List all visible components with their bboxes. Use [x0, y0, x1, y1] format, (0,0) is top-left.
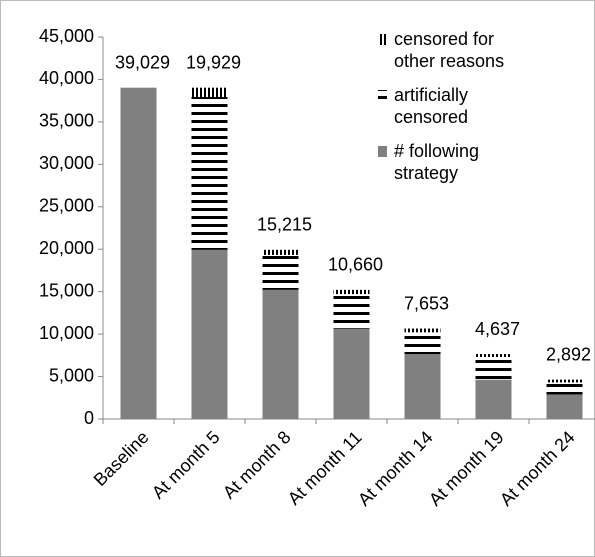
bar-segment	[262, 289, 299, 419]
legend-swatch	[378, 90, 387, 101]
y-tick-label: 15,000	[39, 280, 94, 300]
legend-entry: censored for other reasons	[394, 29, 505, 71]
y-tick-label: 5,000	[49, 365, 94, 385]
bar-segment	[191, 249, 228, 419]
legend-label: censored for other reasons	[394, 29, 505, 71]
y-tick-label: 10,000	[39, 323, 94, 343]
bar-segment	[262, 249, 299, 255]
value-label: 10,660	[328, 255, 383, 275]
value-label: 19,929	[186, 52, 241, 72]
bar-segment	[404, 332, 441, 355]
y-tick-label: 35,000	[39, 111, 94, 131]
y-tick-label: 25,000	[39, 196, 94, 216]
bar-segment	[191, 97, 228, 250]
value-label: 39,029	[115, 52, 170, 72]
y-tick-label: 20,000	[39, 238, 94, 258]
bar-segment	[475, 357, 512, 380]
bar-segment	[546, 382, 583, 395]
bar-segment	[333, 289, 370, 295]
y-tick-label: 0	[84, 408, 94, 428]
bar-segment	[404, 328, 441, 333]
bar-segment	[546, 379, 583, 383]
y-tick-label: 30,000	[39, 153, 94, 173]
legend-label: # following strategy	[394, 141, 480, 183]
bar-segment	[120, 87, 157, 419]
y-tick-label: 40,000	[39, 68, 94, 88]
bar-segment	[475, 354, 512, 358]
value-label: 2,892	[546, 344, 591, 364]
y-tick-label: 45,000	[39, 26, 94, 46]
legend-entry: artificially censored	[394, 85, 469, 127]
bar-segment	[333, 294, 370, 329]
value-label: 4,637	[475, 319, 520, 339]
legend-label: artificially censored	[394, 85, 469, 127]
legend-entry: # following strategy	[394, 141, 480, 183]
legend-swatch	[378, 146, 387, 157]
value-label: 15,215	[257, 215, 312, 235]
bar-segment	[262, 254, 299, 290]
value-label: 7,653	[404, 293, 449, 313]
bar-segment	[546, 394, 583, 419]
bar-segment	[333, 328, 370, 419]
bar-segment	[404, 354, 441, 419]
bar-segment	[475, 379, 512, 419]
legend-swatch	[378, 34, 387, 45]
bar-segment	[191, 87, 228, 98]
